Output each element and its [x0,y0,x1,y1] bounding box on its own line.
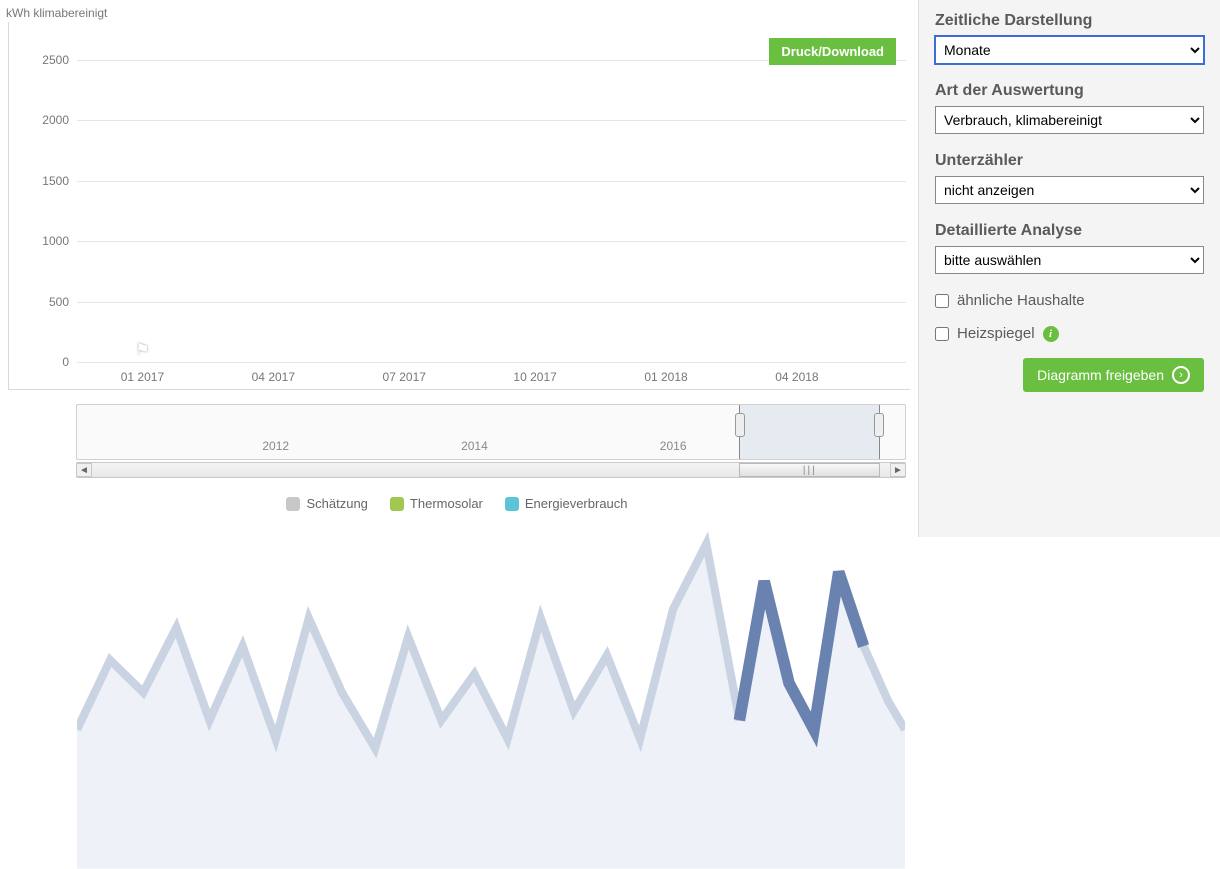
plot-area: 05001000150020002500⚑01 201704 201707 20… [77,60,906,363]
info-icon[interactable]: i [1043,326,1059,342]
chart-panel: kWh klimabereinigt Druck/Download 050010… [0,0,918,537]
print-download-button[interactable]: Druck/Download [769,38,896,65]
checkbox-label: Heizspiegel [957,325,1035,342]
time-navigator[interactable]: 2012 2014 2016 [76,404,906,460]
navigator-window[interactable] [739,405,880,459]
checkbox-row[interactable]: ähnliche Haushalte [935,292,1204,309]
grid-line [77,362,906,363]
control-label: Detaillierte Analyse [935,222,1204,240]
flag-marker-icon[interactable]: ⚑ [135,340,149,360]
checkbox-input[interactable] [935,327,949,341]
navigator-year-label: 2012 [262,439,289,453]
y-axis-label: kWh klimabereinigt [6,6,910,20]
navigator-handle-left[interactable] [735,413,745,437]
control-group: Art der Auswertung Verbrauch, klimaberein… [935,82,1204,134]
navigator-year-label: 2014 [461,439,488,453]
control-select[interactable]: Verbrauch, klimabereinigt [935,106,1204,134]
x-tick-label: 01 2018 [644,370,687,384]
side-panel: Zeitliche Darstellung Monate Art der Auswe… [918,0,1220,537]
checkbox-label: ähnliche Haushalte [957,292,1085,309]
grid-line [77,241,906,242]
y-tick-label: 1000 [42,234,69,248]
control-select[interactable]: Monate [935,36,1204,64]
chevron-right-icon: › [1172,366,1190,384]
navigator-handle-right[interactable] [874,413,884,437]
x-tick-label: 01 2017 [121,370,164,384]
grid-line [77,302,906,303]
control-group: Unterzähler nicht anzeigen [935,152,1204,204]
chart-box: Druck/Download 05001000150020002500⚑01 2… [8,22,910,390]
y-tick-label: 500 [49,295,69,309]
y-tick-label: 2000 [42,113,69,127]
scroll-thumb[interactable]: ||| [739,463,880,477]
control-label: Unterzähler [935,152,1204,170]
share-button-label: Diagramm freigeben [1037,367,1164,383]
share-diagram-button[interactable]: Diagramm freigeben › [1023,358,1204,392]
checkbox-row[interactable]: Heizspiegel i [935,325,1204,342]
grid-line [77,120,906,121]
control-label: Art der Auswertung [935,82,1204,100]
x-tick-label: 04 2018 [775,370,818,384]
bars-container [77,60,906,362]
x-tick-label: 07 2017 [383,370,426,384]
y-tick-label: 1500 [42,174,69,188]
y-tick-label: 2500 [42,53,69,67]
navigator-year-label: 2016 [660,439,687,453]
navigator-scrollbar[interactable]: ◄ ► ||| [76,462,906,478]
y-tick-label: 0 [62,355,69,369]
control-select[interactable]: nicht anzeigen [935,176,1204,204]
x-tick-label: 04 2017 [252,370,295,384]
control-group: Detaillierte Analyse bitte auswählen [935,222,1204,274]
x-tick-label: 10 2017 [513,370,556,384]
scroll-right-arrow[interactable]: ► [890,463,906,477]
checkbox-input[interactable] [935,294,949,308]
scroll-left-arrow[interactable]: ◄ [76,463,92,477]
control-select[interactable]: bitte auswählen [935,246,1204,274]
grid-line [77,181,906,182]
control-label: Zeitliche Darstellung [935,12,1204,30]
control-group: Zeitliche Darstellung Monate [935,12,1204,64]
